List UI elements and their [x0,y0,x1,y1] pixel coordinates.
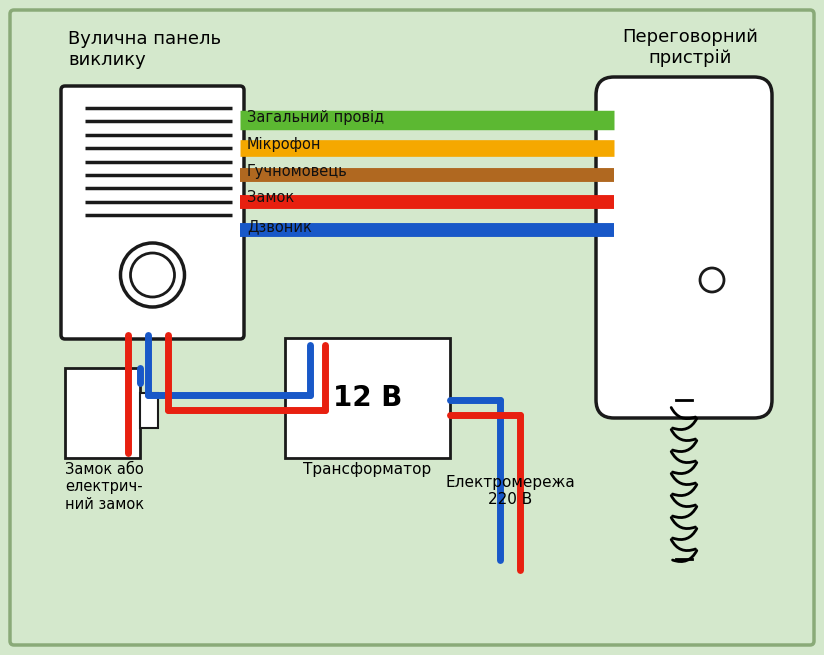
Text: Електромережа
220 В: Електромережа 220 В [445,475,575,508]
Text: Вулична панель
виклику: Вулична панель виклику [68,30,221,69]
FancyBboxPatch shape [61,86,244,339]
Bar [65,368,140,458]
Text: Замок: Замок [247,190,294,205]
Text: Гучномовець: Гучномовець [247,164,348,179]
Bar [140,393,158,428]
FancyBboxPatch shape [596,77,772,418]
Bar [285,338,450,458]
FancyBboxPatch shape [10,10,814,645]
Text: Дзвоник: Дзвоник [247,219,311,234]
Text: Переговорний
пристрій: Переговорний пристрій [622,28,758,67]
Text: Замок або
електрич-
ний замок: Замок або електрич- ний замок [65,462,144,512]
Text: Загальний провід: Загальний провід [247,110,384,125]
Text: 12 В: 12 В [333,384,402,412]
Text: Трансформатор: Трансформатор [303,462,432,477]
Text: Мікрофон: Мікрофон [247,137,321,152]
